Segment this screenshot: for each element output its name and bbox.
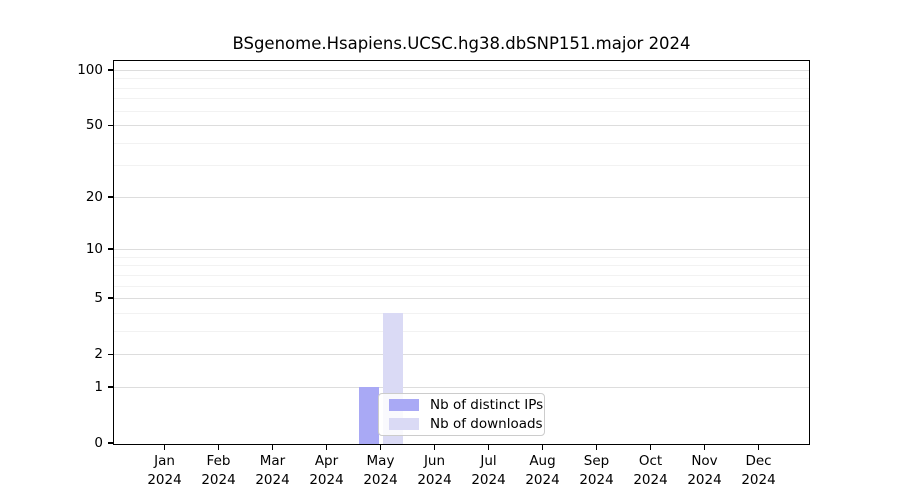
gridline-minor: [113, 98, 810, 100]
legend-label-downloads: Nb of downloads: [430, 415, 543, 432]
x-axis-tick: [649, 445, 652, 450]
chart-title: BSgenome.Hsapiens.UCSC.hg38.dbSNP151.maj…: [232, 34, 691, 53]
x-axis-tick-label: May 2024: [345, 452, 417, 490]
year-label: 2024: [687, 472, 722, 488]
y-axis-tick-label: 2: [94, 346, 103, 363]
x-axis-tick-label: Sep 2024: [561, 452, 633, 490]
y-axis-tick-label: 100: [77, 62, 103, 78]
year-label: 2024: [255, 472, 290, 488]
legend-label-distinct-ips: Nb of distinct IPs: [430, 396, 544, 413]
gridline-major: [113, 298, 810, 300]
month-label: May: [366, 453, 395, 469]
year-label: 2024: [201, 472, 236, 488]
month-label: Oct: [638, 453, 663, 469]
gridline-major: [113, 70, 810, 71]
month-label: Jan: [154, 453, 175, 469]
legend-swatch-downloads: [389, 418, 419, 430]
y-axis-tick: [108, 353, 113, 355]
year-label: 2024: [633, 472, 668, 488]
gridline-minor: [113, 165, 810, 167]
legend-item-distinct-ips: Nb of distinct IPs: [385, 397, 543, 413]
y-axis-tick: [108, 124, 113, 126]
year-label: 2024: [471, 472, 506, 488]
plot-area: 0 1 2 5 10 20 50 100 Jan 2024 Feb 2024 Mar 2024 Apr 202…: [77, 60, 810, 488]
x-axis-tick-label: Jun 2024: [399, 452, 471, 490]
x-axis-tick: [217, 445, 220, 450]
x-axis-tick: [757, 445, 760, 450]
y-axis-tick-label: 20: [85, 188, 103, 205]
y-axis-tick-label: 5: [94, 290, 103, 307]
x-axis-tick-label: Dec 2024: [723, 452, 795, 490]
gridline-minor: [113, 142, 810, 144]
y-axis-tick-label: 0: [94, 435, 103, 451]
year-label: 2024: [525, 472, 560, 488]
gridline-major: [113, 196, 810, 198]
x-axis-tick-label: Apr 2024: [291, 452, 363, 490]
month-label: Jun: [423, 453, 446, 469]
gridline-minor: [113, 265, 810, 267]
x-axis-tick: [379, 445, 382, 450]
bar-distinct-ips: [358, 386, 379, 445]
x-axis-tick: [595, 445, 598, 450]
y-axis-tick: [108, 69, 113, 71]
month-label: Apr: [314, 453, 339, 469]
x-axis-tick: [433, 445, 436, 450]
x-axis-tick: [271, 445, 274, 450]
gridline-minor: [113, 87, 810, 89]
year-label: 2024: [579, 472, 614, 488]
y-axis-tick: [108, 248, 113, 250]
month-label: Nov: [691, 453, 718, 469]
x-axis-tick: [541, 445, 544, 450]
gridline-minor: [113, 330, 810, 332]
x-axis-tick-label: Jul 2024: [453, 452, 525, 490]
month-label: Sep: [583, 453, 610, 469]
legend: Nb of distinct IPs Nb of downloads: [378, 393, 545, 436]
year-label: 2024: [741, 472, 776, 488]
x-axis-tick-label: Oct 2024: [615, 452, 687, 490]
x-axis-tick: [487, 445, 490, 450]
year-label: 2024: [309, 472, 344, 488]
x-axis-tick-label: Feb 2024: [183, 452, 255, 490]
gridline-minor: [113, 256, 810, 258]
y-axis-tick: [108, 442, 113, 444]
month-label: Feb: [206, 453, 231, 469]
gridline-minor: [113, 285, 810, 287]
gridline-major: [113, 386, 810, 388]
x-axis-tick: [325, 445, 328, 450]
gridline-minor: [113, 274, 810, 276]
month-label: Jul: [480, 453, 497, 469]
month-label: Mar: [259, 453, 286, 469]
legend-swatch-distinct-ips: [389, 399, 419, 411]
gridline-major: [113, 249, 810, 251]
legend-item-downloads: Nb of downloads: [385, 416, 543, 432]
x-axis-tick-label: Nov 2024: [669, 452, 741, 490]
x-axis-tick-label: Jan 2024: [129, 452, 201, 490]
gridline-minor: [113, 312, 810, 314]
gridline-major: [113, 354, 810, 356]
gridline-minor: [113, 78, 810, 80]
year-label: 2024: [363, 472, 398, 488]
x-axis-tick-label: Aug 2024: [507, 452, 579, 490]
x-axis-tick-label: Mar 2024: [237, 452, 309, 490]
y-axis-tick-label: 10: [85, 241, 103, 258]
x-axis-tick: [703, 445, 706, 450]
y-axis-tick: [108, 196, 113, 198]
x-axis-tick: [163, 445, 166, 450]
y-axis-tick-label: 1: [94, 378, 103, 395]
year-label: 2024: [147, 472, 182, 488]
gridline-minor: [113, 110, 810, 112]
y-axis-tick-label: 50: [85, 117, 103, 134]
month-label: Dec: [745, 453, 772, 469]
y-axis-tick: [108, 386, 113, 388]
month-label: Aug: [529, 453, 556, 469]
y-axis-tick: [108, 297, 113, 299]
gridline-major: [113, 125, 810, 127]
year-label: 2024: [417, 472, 452, 488]
